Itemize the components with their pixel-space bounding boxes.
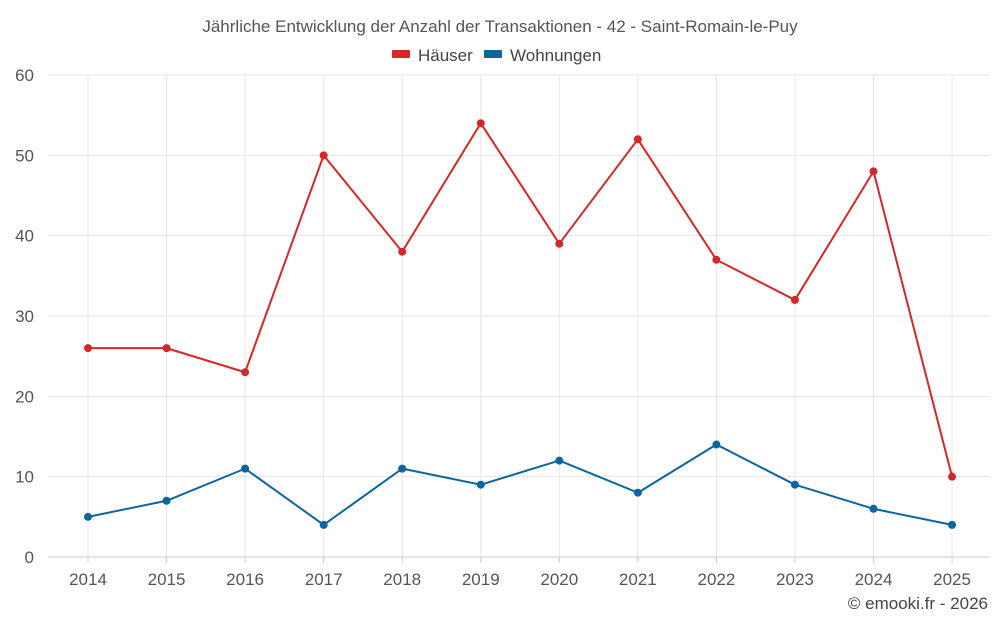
data-point-haeuser-2018[interactable] — [398, 247, 407, 256]
data-point-haeuser-2020[interactable] — [555, 239, 564, 248]
y-tick-label: 50 — [15, 146, 34, 165]
data-point-haeuser-2022[interactable] — [712, 255, 721, 264]
data-point-haeuser-2016[interactable] — [241, 368, 250, 377]
copyright-text: © emooki.fr - 2026 — [848, 594, 988, 613]
legend-item-haeuser[interactable]: Häuser — [392, 46, 473, 65]
grid — [48, 74, 990, 557]
data-point-wohnungen-2024[interactable] — [869, 504, 878, 513]
data-point-wohnungen-2020[interactable] — [555, 456, 564, 465]
y-tick-label: 20 — [15, 387, 34, 406]
x-tick-label: 2018 — [383, 570, 421, 589]
data-point-wohnungen-2022[interactable] — [712, 440, 721, 449]
data-point-wohnungen-2018[interactable] — [398, 464, 407, 473]
data-point-wohnungen-2014[interactable] — [84, 512, 92, 521]
x-tick-label: 2022 — [697, 570, 735, 589]
y-tick-label: 0 — [25, 548, 34, 567]
data-point-haeuser-2019[interactable] — [476, 119, 485, 128]
data-point-haeuser-2015[interactable] — [162, 344, 171, 353]
data-point-haeuser-2014[interactable] — [84, 344, 92, 353]
legend-label-haeuser: Häuser — [418, 46, 473, 65]
series-line-haeuser — [88, 122, 954, 477]
data-point-haeuser-2017[interactable] — [319, 151, 328, 160]
legend-label-wohnungen: Wohnungen — [510, 46, 601, 65]
series — [84, 119, 957, 529]
x-tick-label: 2025 — [933, 570, 971, 589]
x-tick-label: 2023 — [776, 570, 814, 589]
legend-swatch-haeuser — [392, 50, 410, 58]
series-line-wohnungen — [87, 443, 953, 526]
data-point-wohnungen-2017[interactable] — [319, 520, 328, 529]
y-tick-label: 40 — [15, 227, 34, 246]
data-point-wohnungen-2019[interactable] — [476, 480, 485, 489]
x-tick-label: 2019 — [462, 570, 500, 589]
data-point-haeuser-2024[interactable] — [869, 167, 878, 176]
chart-title: Jährliche Entwicklung der Anzahl der Tra… — [202, 17, 798, 36]
legend-swatch-wohnungen — [484, 50, 502, 58]
y-tick-label: 10 — [15, 468, 34, 487]
x-tick-label: 2021 — [619, 570, 657, 589]
y-tick-label: 60 — [15, 66, 34, 85]
data-point-wohnungen-2015[interactable] — [162, 496, 171, 505]
x-tick-label: 2017 — [305, 570, 343, 589]
data-point-haeuser-2023[interactable] — [790, 295, 799, 304]
x-tick-label: 2015 — [148, 570, 186, 589]
data-point-wohnungen-2025[interactable] — [948, 520, 957, 529]
data-point-wohnungen-2023[interactable] — [790, 480, 799, 489]
y-tick-label: 30 — [15, 307, 34, 326]
legend-item-wohnungen[interactable]: Wohnungen — [484, 46, 601, 65]
data-point-wohnungen-2021[interactable] — [633, 488, 642, 497]
data-point-haeuser-2025[interactable] — [948, 472, 957, 481]
data-point-wohnungen-2016[interactable] — [241, 464, 250, 473]
axes: 0 10 20 30 40 50 60 2014 2015 2016 2017 2018 2019 202… — [15, 66, 990, 589]
x-tick-label: 2024 — [855, 570, 893, 589]
x-tick-label: 2014 — [69, 570, 107, 589]
x-tick-label: 2020 — [540, 570, 578, 589]
legend: Häuser Wohnungen — [392, 46, 601, 65]
data-point-haeuser-2021[interactable] — [633, 135, 642, 144]
x-tick-label: 2016 — [226, 570, 264, 589]
